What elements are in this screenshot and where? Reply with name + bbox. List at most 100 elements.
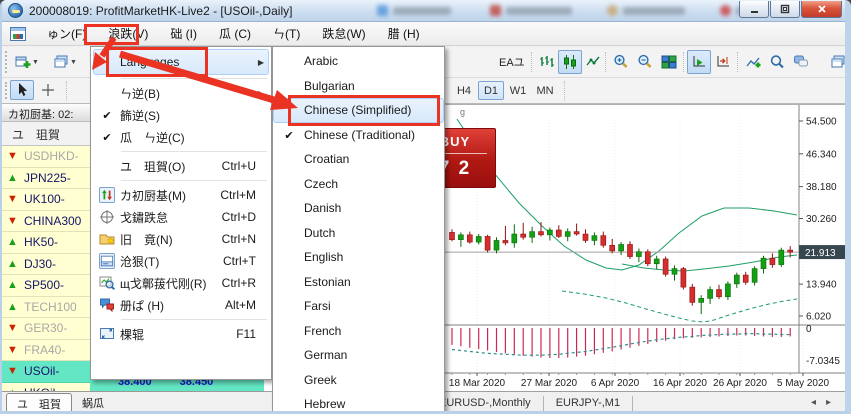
- restore-button[interactable]: [770, 1, 800, 18]
- language-item-farsi[interactable]: Farsi: [273, 294, 444, 319]
- toolbar-grip[interactable]: [5, 82, 8, 99]
- view-menu-item-16[interactable]: 棵辊 F11: [93, 323, 269, 345]
- symbol-name: DJ30-: [24, 256, 57, 271]
- line-chart-button[interactable]: [581, 50, 605, 74]
- menubar-item-5[interactable]: ㄣ(T): [273, 27, 301, 41]
- menu-item-label: カ初厨基(M): [120, 188, 186, 203]
- minimize-button[interactable]: [739, 1, 769, 18]
- down-arrow-icon: ▼: [7, 214, 18, 227]
- svg-text:0: 0: [806, 324, 812, 335]
- new-chart-button[interactable]: ▼: [10, 50, 44, 74]
- fullscreen-icon: [100, 328, 114, 339]
- menubar-item-7[interactable]: 腊 (H): [387, 27, 420, 41]
- symbol-name: USDHKD-: [24, 149, 79, 164]
- menu-shortcut: Ctrl+R: [221, 276, 256, 290]
- new-indicator-button[interactable]: [741, 50, 765, 74]
- language-item-greek[interactable]: Greek: [273, 368, 444, 393]
- language-label: Dutch: [304, 225, 336, 240]
- language-item-arabic[interactable]: Arabic: [273, 49, 444, 74]
- search-button[interactable]: [765, 50, 789, 74]
- chart-tab-2[interactable]: EURJPY-,M1: [544, 395, 634, 411]
- menu-item-label: 棵辊: [120, 327, 145, 342]
- language-item-czech[interactable]: Czech: [273, 172, 444, 197]
- chart-tab-1[interactable]: EURUSD-,Monthly: [427, 395, 544, 411]
- timeframe-h4-button[interactable]: H4: [456, 84, 472, 97]
- menubar-item-3[interactable]: 础 (I): [170, 27, 197, 41]
- view-menu-item-languages[interactable]: Languages ▶: [93, 49, 269, 75]
- chart-shift-button[interactable]: [711, 50, 735, 74]
- menu-item-label: ユ 珇賀(O): [120, 159, 186, 174]
- auto-scroll-button[interactable]: [687, 50, 711, 74]
- language-item-estonian[interactable]: Estonian: [273, 270, 444, 295]
- clipped-toolbar-icon[interactable]: [828, 50, 845, 74]
- language-item-bulgarian[interactable]: Bulgarian: [273, 74, 444, 99]
- menubar-item-1[interactable]: ゅン(F): [47, 27, 87, 41]
- menu-item-label: 旧 竟(N): [120, 232, 173, 247]
- down-arrow-icon: ▼: [7, 322, 18, 335]
- symbol-name: CHINA300: [24, 213, 82, 228]
- timeframe-mn-button[interactable]: MN: [536, 84, 554, 97]
- submenu-arrow-icon: ▶: [257, 57, 264, 67]
- view-menu-item-4[interactable]: ✔ 籂逆(S): [93, 104, 269, 126]
- language-item-chinese-simplified[interactable]: Chinese (Simplified): [273, 98, 444, 123]
- view-menu-item-10[interactable]: 戈鏽跌怠 Ctrl+D: [93, 206, 269, 228]
- menu-separator: [121, 151, 267, 152]
- menu-item-label: 戈鏽跌怠: [120, 210, 169, 225]
- view-menu-item-5[interactable]: ✔ 瓜 ㄣ逆(C): [93, 126, 269, 148]
- window-title: 200008019: ProfitMarketHK-Live2 - [USOil…: [29, 3, 293, 18]
- bar-chart-button[interactable]: [535, 50, 559, 74]
- profiles-button[interactable]: ▼: [48, 50, 82, 74]
- crosshair-button[interactable]: [36, 80, 60, 100]
- close-button[interactable]: [801, 1, 842, 18]
- chat-button[interactable]: [789, 50, 813, 74]
- svg-text:13.940: 13.940: [806, 280, 837, 291]
- background-window-blur: [377, 3, 451, 18]
- crosshair: [42, 84, 54, 96]
- buy-label[interactable]: BUY: [439, 134, 471, 149]
- candlestick-button[interactable]: [558, 50, 582, 74]
- view-menu-item-7[interactable]: ユ 珇賀(O) Ctrl+U: [93, 155, 269, 177]
- toolbar-grip[interactable]: [5, 51, 8, 73]
- background-window-blur: [490, 3, 572, 18]
- expert-advisors-button[interactable]: EAユ: [499, 57, 525, 69]
- cursor-button[interactable]: [10, 80, 34, 100]
- tile-windows-button[interactable]: [657, 50, 681, 74]
- language-item-croatian[interactable]: Croatian: [273, 147, 444, 172]
- view-menu-item-9[interactable]: カ初厨基(M) Ctrl+M: [93, 184, 269, 206]
- market-watch-tab-1[interactable]: ユ 珇賀: [6, 393, 72, 411]
- data-window-icon: [100, 210, 114, 224]
- menubar-item-2[interactable]: 浪跌(V): [108, 27, 149, 41]
- svg-text:27 Mar 2020: 27 Mar 2020: [521, 378, 578, 389]
- zoom-out: [638, 54, 652, 68]
- view-menu-item-11[interactable]: 旧 竟(N) Ctrl+N: [93, 228, 269, 250]
- symbol-name: SP500-: [24, 278, 65, 293]
- language-item-german[interactable]: German: [273, 343, 444, 368]
- menubar-item-4[interactable]: 瓜 (C): [219, 27, 251, 41]
- view-menu-item-14[interactable]: 册ぱ (H) Alt+M: [93, 294, 269, 316]
- language-item-english[interactable]: English: [273, 245, 444, 270]
- market-watch-tab-2[interactable]: 蜗瓜: [82, 398, 104, 410]
- chart-window-icon[interactable]: [10, 26, 26, 41]
- new-chart: [15, 56, 31, 68]
- menu-bar: ゅン(F) 浪跌(V) 础 (I) 瓜 (C) ㄣ(T) 跌怠(W) 腊 (H): [2, 22, 845, 46]
- view-menu-item-13[interactable]: щ戈鄣菝代刚(R) Ctrl+R: [93, 272, 269, 294]
- tab-scroll-arrows[interactable]: ◂▸: [810, 397, 841, 408]
- language-label: Estonian: [304, 274, 351, 289]
- language-item-french[interactable]: French: [273, 319, 444, 344]
- language-item-danish[interactable]: Danish: [273, 196, 444, 221]
- view-menu-item-3[interactable]: ㄣ逆(B) ▶: [93, 82, 269, 104]
- language-item-hebrew[interactable]: Hebrew: [273, 392, 444, 411]
- timeframe-w1-button[interactable]: W1: [509, 84, 527, 97]
- language-item-dutch[interactable]: Dutch: [273, 221, 444, 246]
- menu-item-label: ㄣ逆(B): [120, 86, 160, 101]
- submenu-arrow-icon: ▶: [257, 88, 264, 98]
- menubar-item-6[interactable]: 跌怠(W): [322, 27, 366, 41]
- zoom-in-button[interactable]: [609, 50, 633, 74]
- background-window-blur: [607, 3, 685, 18]
- timeframe-d1-button[interactable]: D1: [478, 81, 504, 100]
- language-item-chinese-traditional[interactable]: ✔ Chinese (Traditional): [273, 123, 444, 148]
- language-label: Chinese (Traditional): [304, 127, 415, 142]
- zoom-out-button[interactable]: [633, 50, 657, 74]
- title-bar[interactable]: 200008019: ProfitMarketHK-Live2 - [USOil…: [2, 0, 845, 22]
- view-menu-item-12[interactable]: 沧狠(T) Ctrl+T: [93, 250, 269, 272]
